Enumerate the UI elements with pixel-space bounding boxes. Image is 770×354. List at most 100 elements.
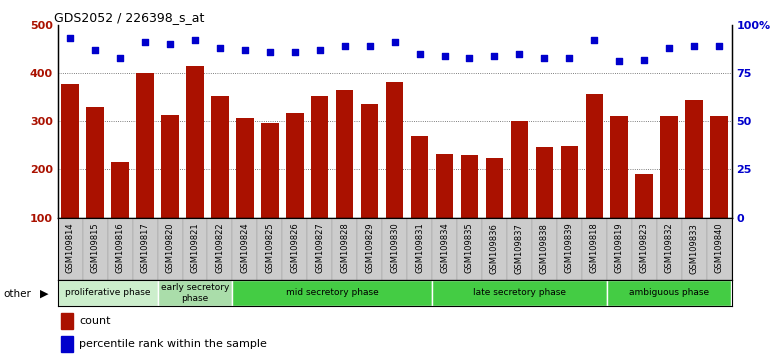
Bar (536, 147, 553, 218)
Text: other: other (4, 289, 32, 299)
Bar (233, 280, 432, 306)
Bar (407, 218, 432, 280)
Point (114, 55, 126, 61)
Bar (86, 107, 104, 218)
Point (413, 51, 426, 57)
Point (214, 45, 226, 51)
Bar (207, 218, 233, 280)
Text: GSM109827: GSM109827 (315, 223, 324, 273)
Bar (511, 121, 528, 218)
Point (339, 43, 351, 49)
Bar (357, 218, 382, 280)
Bar (432, 218, 457, 280)
Bar (211, 96, 229, 218)
Text: GSM109831: GSM109831 (415, 223, 424, 273)
Bar (158, 280, 233, 306)
Bar (82, 218, 108, 280)
Text: GSM109819: GSM109819 (614, 223, 624, 273)
Bar (361, 104, 378, 218)
Text: count: count (79, 316, 111, 326)
Bar (432, 280, 607, 306)
Point (239, 47, 251, 53)
Text: ambiguous phase: ambiguous phase (629, 289, 709, 297)
Bar (158, 218, 182, 280)
Bar (460, 155, 478, 218)
Bar (62, 84, 79, 218)
Bar (186, 66, 204, 218)
Text: GSM109821: GSM109821 (190, 223, 199, 273)
Bar (61, 313, 73, 329)
Bar (336, 90, 353, 218)
Bar (661, 116, 678, 218)
Text: GSM109839: GSM109839 (565, 223, 574, 273)
Text: GSM109834: GSM109834 (440, 223, 449, 273)
Bar (507, 218, 532, 280)
Bar (236, 118, 253, 218)
Bar (132, 218, 158, 280)
Bar (685, 99, 703, 218)
Text: GSM109817: GSM109817 (141, 223, 149, 273)
Bar (611, 116, 628, 218)
Text: GSM109820: GSM109820 (166, 223, 175, 273)
Text: GSM109832: GSM109832 (665, 223, 674, 273)
Bar (457, 218, 482, 280)
Text: GSM109825: GSM109825 (266, 223, 274, 273)
Bar (607, 218, 631, 280)
Bar (582, 218, 607, 280)
Point (488, 53, 500, 58)
Bar (136, 73, 154, 218)
Text: GSM109815: GSM109815 (91, 223, 99, 273)
Text: early secretory
phase: early secretory phase (161, 283, 229, 303)
Bar (482, 218, 507, 280)
Text: GSM109826: GSM109826 (290, 223, 300, 273)
Bar (108, 218, 132, 280)
Bar (707, 218, 732, 280)
Bar (307, 218, 332, 280)
Point (563, 55, 575, 61)
Text: ▶: ▶ (40, 289, 49, 299)
Point (588, 38, 601, 43)
Text: GSM109830: GSM109830 (390, 223, 399, 273)
Text: GSM109824: GSM109824 (240, 223, 249, 273)
Bar (61, 336, 73, 352)
Bar (233, 218, 257, 280)
Point (438, 53, 450, 58)
Point (363, 43, 376, 49)
Text: percentile rank within the sample: percentile rank within the sample (79, 339, 267, 349)
Point (538, 55, 551, 61)
Text: GDS2052 / 226398_s_at: GDS2052 / 226398_s_at (55, 11, 205, 24)
Bar (561, 146, 578, 218)
Text: GSM109816: GSM109816 (116, 223, 125, 273)
Text: GSM109836: GSM109836 (490, 223, 499, 274)
Point (663, 45, 675, 51)
Bar (382, 218, 407, 280)
Bar (585, 94, 603, 218)
Bar (286, 113, 303, 218)
Point (189, 38, 201, 43)
Text: GSM109828: GSM109828 (340, 223, 350, 273)
Bar (58, 280, 158, 306)
Text: proliferative phase: proliferative phase (65, 289, 150, 297)
Text: GSM109840: GSM109840 (715, 223, 724, 273)
Point (89, 47, 102, 53)
Point (613, 59, 625, 64)
Point (464, 55, 476, 61)
Point (64, 35, 76, 41)
Point (313, 47, 326, 53)
Text: GSM109822: GSM109822 (216, 223, 224, 273)
Bar (557, 218, 582, 280)
Bar (283, 218, 307, 280)
Point (388, 39, 400, 45)
Bar (261, 123, 279, 218)
Bar (657, 218, 681, 280)
Bar (635, 174, 653, 218)
Bar (631, 218, 657, 280)
Point (164, 41, 176, 47)
Bar (681, 218, 707, 280)
Text: GSM109823: GSM109823 (640, 223, 648, 273)
Bar (112, 162, 129, 218)
Bar (607, 280, 731, 306)
Bar (311, 96, 329, 218)
Bar (386, 82, 403, 218)
Bar (532, 218, 557, 280)
